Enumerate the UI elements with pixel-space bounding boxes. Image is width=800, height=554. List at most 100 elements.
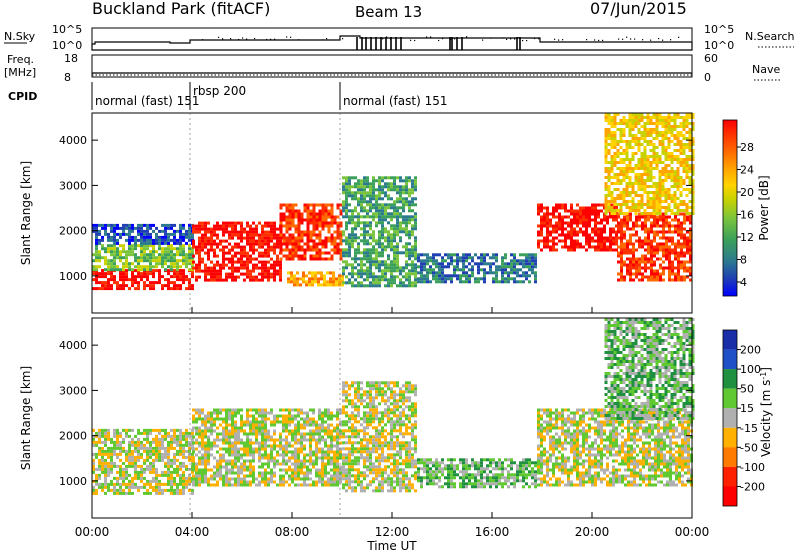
power-cell <box>652 152 656 155</box>
power-cell <box>564 242 567 246</box>
power-cell <box>288 242 292 246</box>
power-cell <box>634 137 638 140</box>
power-cell <box>582 224 585 228</box>
power-cell <box>164 238 167 242</box>
power-cell <box>191 268 194 272</box>
power-cell <box>604 137 608 140</box>
power-cell <box>631 146 635 149</box>
velocity-cell <box>104 452 107 456</box>
velocity-cell <box>264 471 267 475</box>
power-cell <box>685 122 689 125</box>
power-cell <box>655 194 659 197</box>
power-cell <box>414 254 417 258</box>
power-cell <box>465 256 468 260</box>
power-cell <box>664 212 668 215</box>
velocity-cell <box>222 453 225 457</box>
power-cell <box>339 242 343 246</box>
power-cell <box>387 182 390 186</box>
power-cell <box>677 245 680 249</box>
power-cell <box>312 239 316 243</box>
power-cell <box>104 226 107 230</box>
power-cell <box>537 239 540 243</box>
power-cell <box>691 155 695 158</box>
velocity-cell <box>128 482 131 486</box>
velocity-cell <box>125 431 128 435</box>
velocity-cell <box>240 420 243 424</box>
power-cell <box>680 278 683 282</box>
velocity-cell <box>201 480 204 484</box>
velocity-cell <box>179 476 182 480</box>
velocity-cell <box>264 468 267 472</box>
power-cell <box>116 253 119 257</box>
power-cell <box>450 280 453 284</box>
power-cell <box>300 236 304 240</box>
power-cell <box>351 257 354 261</box>
power-cell <box>525 265 528 269</box>
velocity-cell <box>149 431 152 435</box>
velocity-cell <box>191 431 194 435</box>
power-cell <box>137 284 140 288</box>
power-cell <box>507 265 510 269</box>
power-cell <box>270 248 273 252</box>
power-cell <box>591 206 594 210</box>
power-cell <box>92 229 95 233</box>
power-cell <box>634 164 638 167</box>
power-cell <box>438 265 441 269</box>
power-cell <box>668 278 671 282</box>
power-cell <box>634 116 638 119</box>
power-cell <box>603 236 606 240</box>
velocity-cell <box>228 432 231 436</box>
power-cell <box>357 281 360 285</box>
power-cell <box>369 260 372 264</box>
power-cell <box>399 221 402 225</box>
velocity-cell <box>113 464 116 468</box>
power-cell <box>152 272 155 276</box>
velocity-cell <box>170 464 173 468</box>
power-cell <box>95 278 98 282</box>
power-cell <box>626 215 629 219</box>
power-cell <box>691 167 695 170</box>
power-cell <box>597 221 600 225</box>
power-cell <box>311 283 314 287</box>
power-cell <box>158 278 161 282</box>
power-cell <box>682 170 686 173</box>
velocity-cell <box>149 455 152 459</box>
power-cell <box>609 215 612 219</box>
velocity-cell <box>270 435 273 439</box>
velocity-cell <box>267 429 270 433</box>
power-cell <box>122 278 125 282</box>
power-cell <box>348 242 351 246</box>
velocity-cell <box>270 471 273 475</box>
power-cell <box>167 278 170 282</box>
cpid-label: CPID <box>8 90 37 103</box>
power-cell <box>683 278 686 282</box>
power-cell <box>228 272 231 276</box>
power-cell <box>626 263 629 267</box>
power-cell <box>619 182 623 185</box>
power-cell <box>330 218 334 222</box>
power-cell <box>635 272 638 276</box>
power-cell <box>561 215 564 219</box>
power-cell <box>612 215 615 219</box>
power-cell <box>321 218 325 222</box>
power-cell <box>176 247 179 251</box>
power-cell <box>673 194 677 197</box>
velocity-cell <box>264 450 267 454</box>
power-cell <box>688 113 692 116</box>
power-cell <box>676 149 680 152</box>
power-cell <box>318 209 322 213</box>
power-cell <box>552 236 555 240</box>
velocity-cell <box>240 483 243 487</box>
velocity-cell <box>122 491 125 495</box>
power-cell <box>650 254 653 258</box>
power-cell <box>210 236 213 240</box>
power-cell <box>647 257 650 261</box>
power-cell <box>198 221 201 225</box>
velocity-cell <box>204 447 207 451</box>
power-cell <box>691 116 695 119</box>
power-cell <box>354 191 357 195</box>
power-cell <box>170 262 173 266</box>
power-cell <box>273 272 276 276</box>
power-cell <box>167 244 170 248</box>
velocity-cell <box>191 488 194 492</box>
